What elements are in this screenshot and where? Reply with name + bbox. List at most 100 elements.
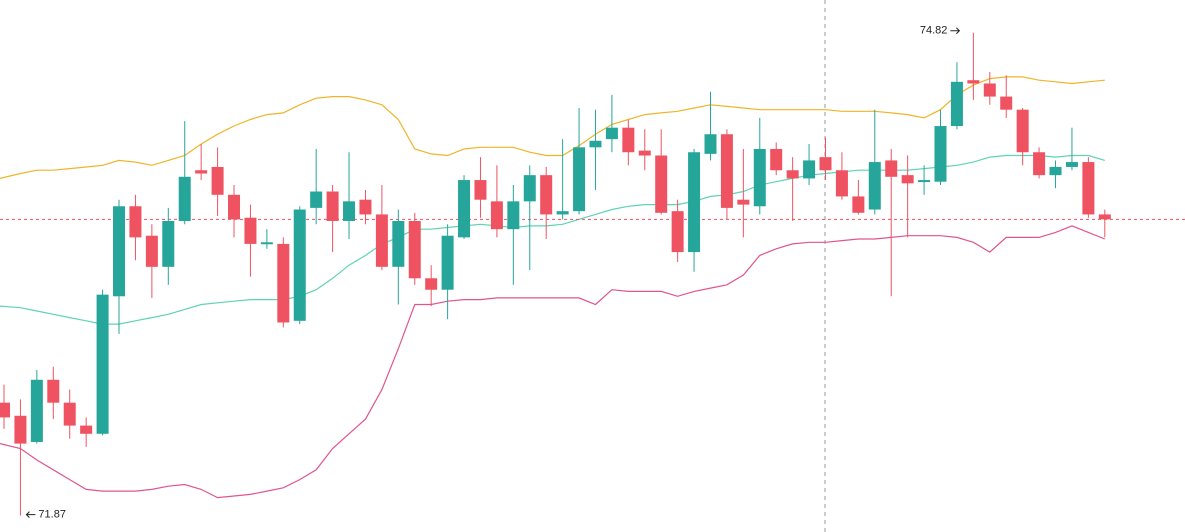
candle [392, 209, 405, 305]
candle-body [30, 379, 43, 442]
candle-body [145, 235, 158, 267]
candle-body [14, 415, 27, 444]
candle [507, 184, 520, 285]
candle-body [835, 170, 848, 197]
candle-body [573, 147, 586, 212]
candle-body [540, 175, 553, 215]
candle [934, 109, 947, 185]
candle-body [0, 402, 10, 418]
candle [605, 94, 618, 153]
candle-body [983, 83, 996, 97]
candle-body [885, 160, 898, 177]
candle-body [605, 127, 618, 140]
candle-body [178, 176, 191, 221]
candle [589, 109, 602, 190]
candle-body [392, 220, 405, 267]
candle [1033, 147, 1046, 179]
candle [326, 184, 339, 253]
candle [277, 237, 290, 328]
candle-body [425, 278, 438, 290]
candle [113, 199, 126, 334]
high-label: 74.82 [920, 25, 948, 37]
candle [375, 184, 388, 271]
candle-body [343, 201, 356, 221]
candle [260, 229, 273, 249]
candle [540, 166, 553, 239]
candle [228, 184, 241, 238]
candle-body [655, 155, 668, 213]
candle-body [293, 209, 306, 321]
candle [441, 224, 454, 320]
candle [63, 389, 76, 439]
candle [1000, 75, 1013, 118]
candle-body [359, 199, 372, 215]
candle [425, 265, 438, 307]
candle [80, 417, 93, 447]
candle [983, 72, 996, 105]
candle [178, 121, 191, 225]
candle-body [408, 220, 421, 279]
candle [967, 32, 980, 100]
candle-body [1065, 162, 1078, 167]
candle [786, 157, 799, 221]
candle [96, 289, 109, 436]
candle [1098, 209, 1111, 238]
candle-body [950, 81, 963, 127]
candle-body [622, 127, 635, 153]
candle [30, 369, 43, 444]
candle-body [786, 170, 799, 179]
candle [1049, 160, 1062, 189]
candle [211, 147, 224, 217]
candle [1065, 127, 1078, 171]
candle-body [671, 211, 684, 253]
candle-body [688, 152, 701, 253]
candle-body [195, 170, 208, 174]
candle [359, 189, 372, 225]
candle-body [80, 425, 93, 434]
candle [14, 399, 27, 516]
candle [47, 366, 60, 420]
candle [556, 139, 569, 220]
candle [343, 152, 356, 239]
candle-body [918, 180, 931, 183]
candle-body [868, 162, 881, 210]
candle [819, 137, 832, 181]
low-label: 71.87 [38, 509, 66, 521]
candle-body [753, 148, 766, 207]
candle [950, 62, 963, 130]
candle [458, 175, 471, 239]
candle-body [277, 243, 290, 323]
candle-body [638, 150, 651, 156]
candle-body [1016, 109, 1029, 153]
candle-body [720, 134, 733, 208]
band-line [0, 76, 1105, 179]
candle-body [211, 166, 224, 195]
candle-body [737, 199, 750, 205]
candle-body [260, 242, 273, 245]
candle [1082, 157, 1095, 218]
candle [162, 207, 175, 285]
candle [737, 148, 750, 238]
candle-body [901, 175, 914, 184]
candle [129, 194, 142, 261]
candle-body [507, 201, 520, 230]
candle [0, 384, 10, 429]
candle [803, 144, 816, 185]
candle-body [47, 379, 60, 403]
candle [720, 129, 733, 220]
candle [885, 148, 898, 297]
candle [474, 157, 487, 218]
candle [918, 165, 931, 195]
candle-body [819, 157, 832, 171]
candle-body [441, 235, 454, 290]
candle [622, 119, 635, 166]
candle [835, 152, 848, 200]
candle-body [852, 196, 865, 213]
candle [868, 109, 881, 215]
candle [293, 206, 306, 325]
candle [195, 144, 208, 181]
high-arrow [950, 27, 961, 35]
candle [688, 148, 701, 272]
